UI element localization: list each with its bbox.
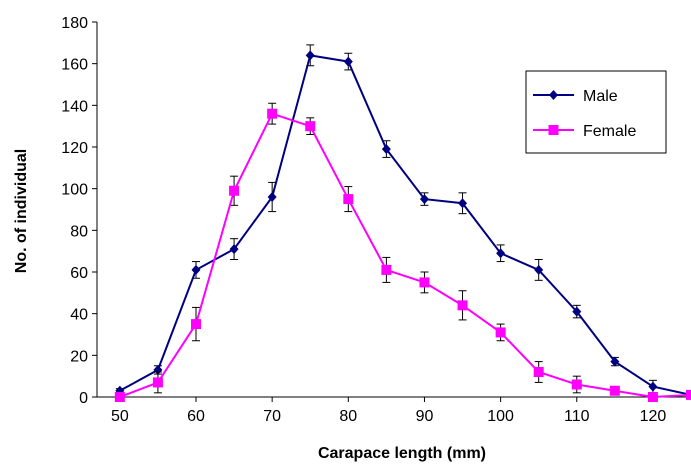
x-tick-label-100: 100 [487,408,514,425]
point-male-60 [191,264,201,275]
point-female-125 [686,389,691,400]
point-male-80 [343,56,353,67]
point-female-70 [267,108,278,119]
x-tick-label-60: 60 [187,408,205,425]
point-male-70 [267,192,277,202]
point-female-60 [191,319,201,330]
legend: Male Female [525,70,667,154]
series-line-female [119,112,691,399]
y-tick-label-160: 160 [61,57,88,74]
point-male-100 [496,248,506,259]
point-female-110 [571,379,582,390]
y-tick-label-140: 140 [61,98,88,115]
y-tick-label-40: 40 [70,307,88,324]
point-female-85 [381,264,392,275]
point-male-85 [381,144,391,155]
legend-box [525,70,667,154]
y-tick-label-0: 0 [79,390,88,407]
x-tick-label-110: 110 [564,408,590,425]
point-female-65 [229,185,240,196]
x-tick-label-50: 50 [111,408,129,425]
point-female-75 [305,121,316,132]
point-female-95 [457,300,468,311]
point-male-110 [572,306,582,317]
point-female-105 [533,367,544,377]
point-male-120 [648,381,658,392]
point-female-55 [152,377,163,388]
legend-label-female: Female [583,123,636,140]
point-female-80 [343,194,354,205]
y-axis-title: No. of individual [13,149,30,273]
tick-labels: 0 20 40 60 80 100 120 140 160 180 50 60 70 80 90 100 110… [61,15,666,425]
x-tick-label-90: 90 [416,408,434,425]
point-male-95 [458,198,468,209]
x-tick-label-70: 70 [263,408,281,425]
point-female-115 [609,385,620,396]
y-tick-label-180: 180 [61,15,88,32]
point-male-65 [229,244,239,255]
y-tick-label-100: 100 [61,182,88,199]
legend-label-male: Male [583,88,618,105]
y-tick-label-80: 80 [70,223,88,240]
point-male-115 [610,356,620,367]
legend-marker-male [549,90,558,100]
point-male-90 [419,194,429,205]
series-female [114,102,691,402]
point-male-105 [534,264,544,275]
x-axis-title: Carapace length (mm) [318,445,486,462]
y-tick-label-120: 120 [61,140,88,157]
y-tick-label-60: 60 [70,265,88,282]
x-tick-label-80: 80 [339,408,357,425]
y-tick-label-20: 20 [70,348,88,365]
point-male-75 [305,50,315,61]
plot-area [92,21,691,402]
point-female-120 [647,392,658,402]
legend-marker-female [548,125,559,135]
point-female-50 [114,392,125,402]
x-tick-label-120: 120 [640,408,667,425]
point-female-100 [495,327,506,338]
point-female-90 [419,277,430,288]
